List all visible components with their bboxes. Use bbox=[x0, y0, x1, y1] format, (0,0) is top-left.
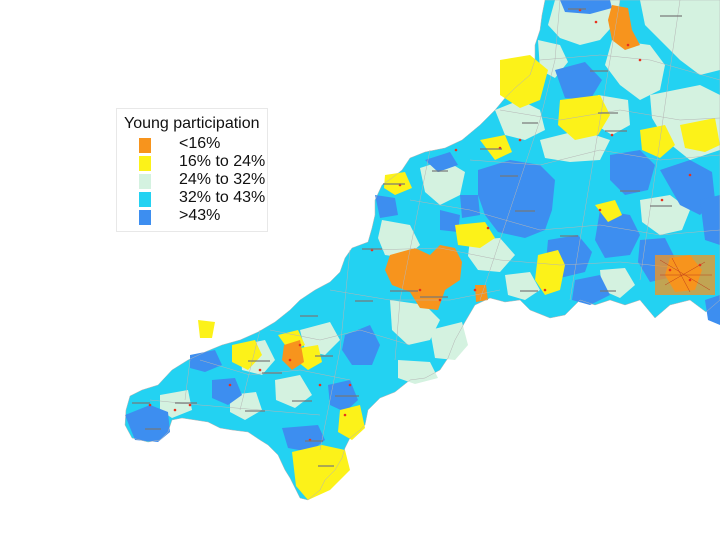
legend-label: 32% to 43% bbox=[179, 189, 266, 206]
district-boundaries bbox=[124, 0, 720, 501]
legend-swatch-orange bbox=[139, 138, 151, 153]
legend-item-under-16: <16% bbox=[139, 135, 269, 153]
legend-item-over-43: >43% bbox=[139, 207, 269, 225]
legend-item-24-to-32: 24% to 32% bbox=[139, 171, 269, 189]
legend-swatch-pale-green bbox=[139, 174, 151, 189]
place-labels bbox=[132, 8, 682, 467]
legend-swatch-yellow bbox=[139, 156, 151, 171]
urban-cluster-plymouth bbox=[655, 255, 715, 295]
legend-item-16-to-24: 16% to 24% bbox=[139, 153, 269, 171]
legend-item-32-to-43: 32% to 43% bbox=[139, 189, 269, 207]
district-patches bbox=[125, 0, 720, 500]
legend-label: 24% to 32% bbox=[179, 171, 266, 188]
legend-swatch-blue bbox=[139, 210, 151, 225]
map-legend: Young participation <16% 16% to 24% 24% … bbox=[116, 108, 268, 232]
legend-title: Young participation bbox=[124, 115, 260, 132]
legend-swatch-cyan bbox=[139, 192, 151, 207]
legend-label: <16% bbox=[179, 135, 221, 152]
legend-label: >43% bbox=[179, 207, 221, 224]
legend-label: 16% to 24% bbox=[179, 153, 266, 170]
